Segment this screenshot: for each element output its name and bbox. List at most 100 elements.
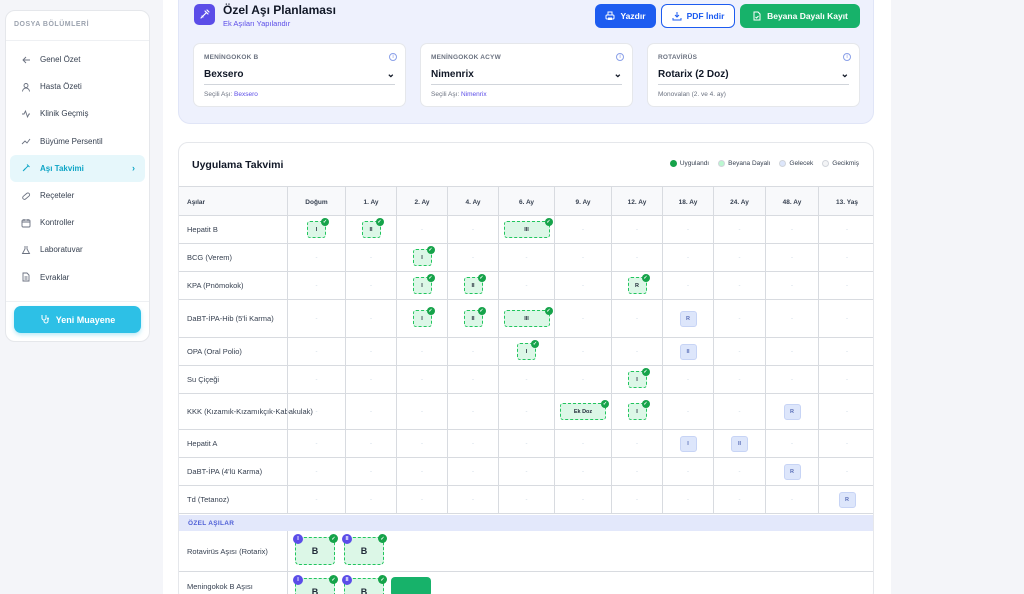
special-vaccine-name: Rotavirüs Aşısı (Rotarix) xyxy=(187,546,268,556)
empty-cell: - xyxy=(472,440,474,447)
sidebar-item-kontroller[interactable]: Kontroller xyxy=(10,209,145,236)
schedule-cell: - xyxy=(662,272,713,299)
empty-cell: - xyxy=(472,376,474,383)
empty-cell: - xyxy=(472,254,474,261)
sidebar-item-b-y-me-persentil[interactable]: Büyüme Persentil xyxy=(10,128,145,155)
dose-future-chip[interactable]: II xyxy=(731,435,748,452)
dose-applied-chip[interactable]: III ✓ xyxy=(503,218,553,238)
sidebar-item-evraklar[interactable]: Evraklar xyxy=(10,264,145,291)
dose-applied-chip[interactable]: III ✓ xyxy=(503,307,553,327)
empty-cell: - xyxy=(370,348,372,355)
vaccine-name: KKK (Kızamık-Kızamıkçık-Kabakulak) xyxy=(187,407,313,416)
info-icon[interactable]: i xyxy=(843,53,851,61)
dose-applied-chip[interactable]: I ✓ xyxy=(627,400,650,420)
select-value: Bexsero xyxy=(204,69,244,80)
empty-cell: - xyxy=(370,282,372,289)
column-header-vaccines: Aşılar xyxy=(187,198,206,206)
empty-cell: - xyxy=(421,348,423,355)
dose-label: B xyxy=(360,546,368,556)
help-prefix: Seçili Aşı: xyxy=(431,91,460,98)
special-dose-chip[interactable]: II B ✓ xyxy=(342,575,387,594)
schedule-cell: I ✓ xyxy=(498,338,554,365)
select-card-rota: ROTAVİRÜS i Rotarix (2 Doz) ⌄ Monovalan (… xyxy=(647,43,860,107)
empty-cell: - xyxy=(421,440,423,447)
dose-applied-chip[interactable]: I ✓ xyxy=(412,246,435,266)
dose-label: R xyxy=(635,282,639,289)
sidebar-item-hasta-zeti[interactable]: Hasta Özeti xyxy=(10,73,145,100)
select-card-acyw: MENİNGOKOK ACYW i Nimenrix ⌄ Seçili Aşı: … xyxy=(420,43,633,107)
sidebar-item-a-takvimi[interactable]: Aşı Takvimi › xyxy=(10,154,145,182)
vaccine-name: KPA (Pnömokok) xyxy=(187,281,244,290)
schedule-cell: - xyxy=(611,430,662,457)
schedule-cell: - xyxy=(662,244,713,271)
check-icon: ✓ xyxy=(477,274,486,282)
empty-cell: - xyxy=(738,376,741,383)
empty-cell: - xyxy=(846,440,848,447)
activity-icon xyxy=(20,108,32,120)
info-icon[interactable]: i xyxy=(389,53,397,61)
sidebar-item-re-eteler[interactable]: Reçeteler xyxy=(10,182,145,209)
declaration-record-button[interactable]: Beyana Dayalı Kayıt xyxy=(740,4,860,28)
dose-applied-chip[interactable]: II ✓ xyxy=(361,218,384,238)
dose-future-chip[interactable]: R xyxy=(783,463,801,480)
dose-applied-chip[interactable]: I ✓ xyxy=(412,307,435,327)
sidebar-item-laboratuvar[interactable]: Laboratuvar xyxy=(10,236,145,263)
column-header: 24. Ay xyxy=(713,187,765,217)
print-button[interactable]: Yazdır xyxy=(595,4,656,28)
dose-applied-chip[interactable]: I ✓ xyxy=(627,368,650,388)
schedule-title: Uygulama Takvimi xyxy=(192,159,284,171)
dose-applied-chip[interactable]: R ✓ xyxy=(627,274,650,294)
info-icon[interactable]: i xyxy=(616,53,624,61)
acyw-select[interactable]: Nimenrix ⌄ xyxy=(431,69,622,85)
dose-applied-chip[interactable]: Ek Doz ✓ xyxy=(560,400,609,420)
table-row: DaBT-İPA-Hib (5'li Karma) - - I ✓ II ✓ III ✓ - - R -… xyxy=(179,300,873,338)
legend-item: Beyana Dayalı xyxy=(718,160,770,167)
dose-applied-chip[interactable]: I ✓ xyxy=(307,218,329,238)
schedule-cell: - xyxy=(345,366,396,393)
dose-future-chip[interactable]: II xyxy=(679,343,697,360)
special-dose-chip[interactable]: II B ✓ xyxy=(342,534,387,565)
chevron-down-icon: ⌄ xyxy=(386,69,395,80)
dose-future-chip[interactable]: R xyxy=(679,310,697,327)
sidebar-item-klinik-ge-mi-[interactable]: Klinik Geçmiş xyxy=(10,100,145,127)
dose-future-chip[interactable]: I xyxy=(679,435,697,452)
pdf-download-button[interactable]: PDF İndir xyxy=(661,4,735,28)
dose-label: R xyxy=(790,408,794,415)
dose-applied-chip[interactable]: I ✓ xyxy=(412,274,435,294)
dose-future-chip[interactable]: R xyxy=(783,403,801,420)
schedule-cell: - xyxy=(396,366,447,393)
empty-cell: - xyxy=(738,226,741,233)
schedule-cell: - xyxy=(345,430,396,457)
dose-future-chip[interactable]: R xyxy=(838,491,856,508)
flask-icon xyxy=(20,244,32,256)
table-row: KKK (Kızamık-Kızamıkçık-Kabakulak) - - - - - E… xyxy=(179,394,873,430)
vaccine-name: DaBT-İPA (4'lü Karma) xyxy=(187,467,263,476)
empty-cell: - xyxy=(315,254,318,261)
empty-cell: - xyxy=(687,254,689,261)
dose-applied-chip[interactable]: I ✓ xyxy=(517,340,539,360)
next-dose-tag[interactable] xyxy=(391,577,431,594)
dose-applied-chip[interactable]: II ✓ xyxy=(463,307,486,327)
schedule-cell: - xyxy=(611,338,662,365)
empty-cell: - xyxy=(315,348,318,355)
schedule-cell: - xyxy=(287,338,345,365)
schedule-cell: - xyxy=(713,272,765,299)
special-dose-chip[interactable]: I B ✓ xyxy=(293,534,338,565)
schedule-cell: - xyxy=(498,272,554,299)
special-dose-chip[interactable]: I B ✓ xyxy=(293,575,338,594)
schedule-cell: - xyxy=(498,394,554,429)
empty-cell: - xyxy=(370,315,372,322)
schedule-cell: I ✓ xyxy=(396,244,447,271)
schedule-cell: - xyxy=(765,300,818,337)
schedule-cell: - xyxy=(345,486,396,513)
rotavirus-select[interactable]: Rotarix (2 Doz) ⌄ xyxy=(658,69,849,85)
menb-select[interactable]: Bexsero ⌄ xyxy=(204,69,395,85)
empty-cell: - xyxy=(525,496,528,503)
check-icon: ✓ xyxy=(601,400,609,408)
new-exam-button[interactable]: Yeni Muayene xyxy=(14,306,141,333)
empty-cell: - xyxy=(791,254,793,261)
sidebar-item-label: Genel Özet xyxy=(40,55,81,65)
dose-applied-chip[interactable]: II ✓ xyxy=(463,274,486,294)
schedule-cell: - xyxy=(611,216,662,243)
sidebar-item-genel-zet[interactable]: Genel Özet xyxy=(10,46,145,73)
